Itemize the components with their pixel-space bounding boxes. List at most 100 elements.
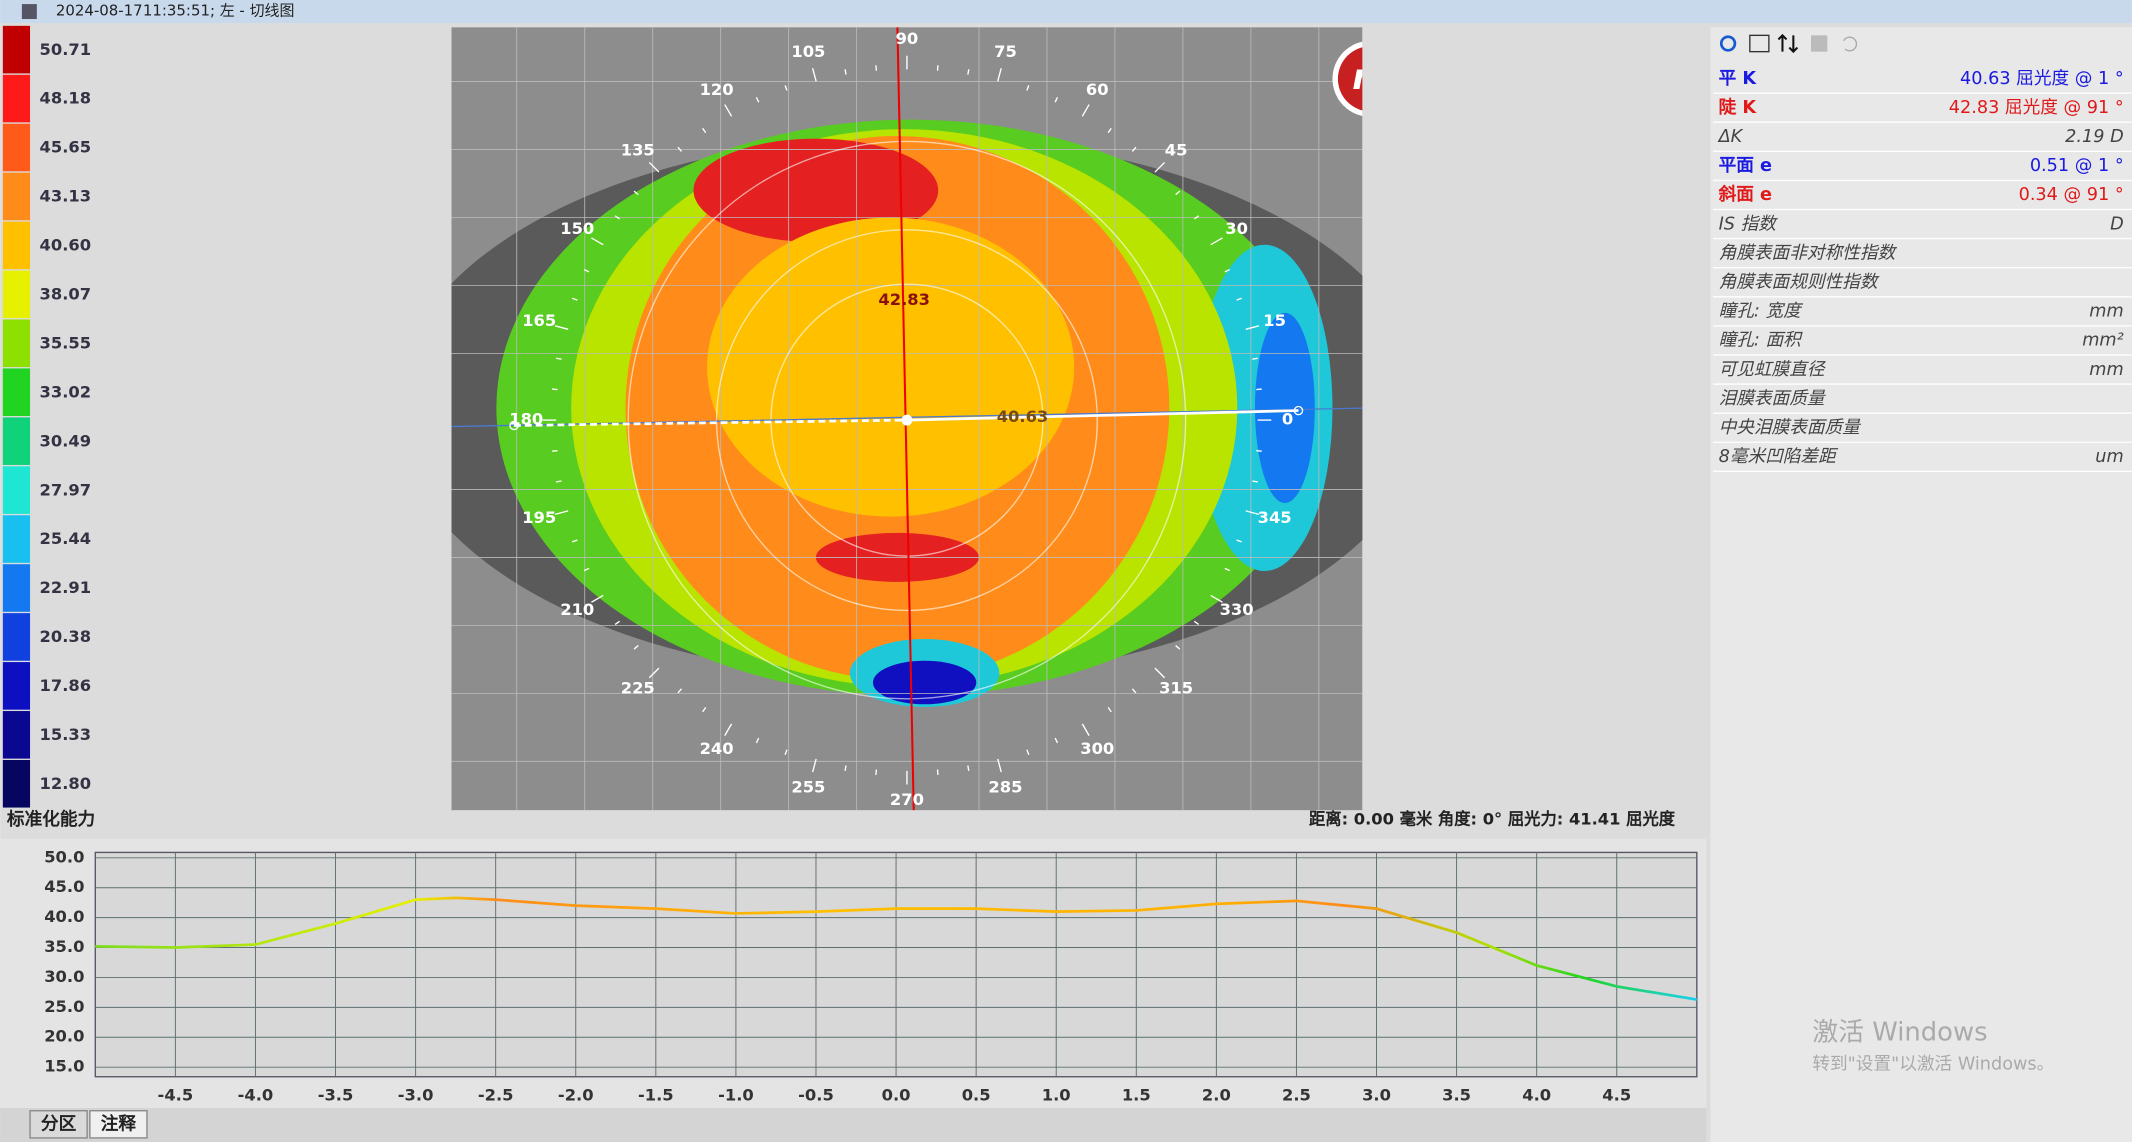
y-tick-label: 40.0 bbox=[44, 907, 84, 926]
scale-label: 17.86 bbox=[40, 676, 92, 695]
meridian-solid bbox=[906, 409, 1299, 422]
angle-tick bbox=[1210, 594, 1223, 603]
scale-swatch bbox=[2, 613, 31, 661]
angle-tick bbox=[1245, 510, 1260, 516]
scale-swatch bbox=[2, 172, 31, 221]
angle-tick bbox=[1236, 297, 1242, 301]
row-value: um bbox=[2095, 447, 2123, 467]
row-value: mm bbox=[2089, 360, 2123, 380]
scale-label: 40.60 bbox=[40, 236, 92, 255]
x-tick-label: -3.5 bbox=[318, 1085, 354, 1104]
angle-tick bbox=[1252, 480, 1258, 483]
scale-label: 15.33 bbox=[40, 725, 92, 744]
angle-label: 60 bbox=[1086, 80, 1109, 99]
logo-icon bbox=[1337, 47, 1363, 111]
angle-tick bbox=[1175, 190, 1181, 196]
tab[interactable] bbox=[89, 1110, 148, 1139]
angle-label: 255 bbox=[791, 777, 825, 796]
angle-tick bbox=[1175, 645, 1181, 650]
row-value: mm bbox=[2089, 302, 2123, 322]
x-tick-label: 4.0 bbox=[1522, 1085, 1551, 1104]
settings-button[interactable] bbox=[1749, 34, 1770, 53]
save-button[interactable] bbox=[1811, 35, 1828, 52]
row-value: 42.83 屈光度 @ 91 ° bbox=[1949, 97, 2124, 118]
y-tick-label: 30.0 bbox=[44, 967, 84, 986]
scale-swatch bbox=[2, 270, 31, 319]
angle-tick bbox=[755, 737, 760, 744]
angle-tick bbox=[614, 620, 621, 625]
angle-tick bbox=[648, 667, 660, 679]
scale-label: 27.97 bbox=[40, 480, 92, 499]
row-label: 平面 e bbox=[1719, 156, 1772, 176]
angle-tick bbox=[1252, 357, 1258, 360]
tab[interactable] bbox=[29, 1110, 88, 1139]
angle-tick bbox=[811, 758, 817, 773]
angle-tick bbox=[1107, 127, 1112, 134]
angle-tick bbox=[1054, 96, 1059, 103]
flat-reading: 40.63 bbox=[997, 407, 1049, 426]
scale-label: 45.65 bbox=[40, 138, 92, 157]
angle-tick bbox=[554, 510, 569, 516]
angle-tick bbox=[702, 707, 707, 713]
angle-label: 210 bbox=[560, 600, 594, 619]
watermark-title: 激活 Windows bbox=[1812, 1018, 1987, 1048]
angle-tick bbox=[1193, 215, 1200, 220]
scale-swatch bbox=[2, 319, 31, 368]
angle-tick bbox=[784, 749, 788, 756]
zone-yellow bbox=[707, 217, 1075, 517]
angle-tick bbox=[571, 539, 578, 543]
sort-button[interactable] bbox=[1777, 33, 1799, 54]
steep-reading: 42.83 bbox=[878, 290, 930, 309]
x-tick-label: -3.0 bbox=[398, 1085, 434, 1104]
x-tick-label: 4.5 bbox=[1602, 1085, 1631, 1104]
x-tick-label: -1.5 bbox=[638, 1085, 674, 1104]
angle-tick bbox=[724, 104, 733, 117]
scale-swatch bbox=[2, 74, 31, 123]
scale-label: 25.44 bbox=[40, 529, 92, 548]
undo-button[interactable] bbox=[1843, 36, 1858, 52]
tabs: 分区 注释 bbox=[29, 1110, 148, 1139]
scale-title: 标准化能力 bbox=[6, 808, 95, 830]
row-label: 中央泪膜表面质量 bbox=[1719, 418, 1863, 438]
angle-label: 0 bbox=[1282, 410, 1293, 429]
y-tick-label: 20.0 bbox=[44, 1027, 84, 1046]
angle-tick bbox=[633, 645, 639, 650]
angle-tick bbox=[784, 85, 788, 91]
x-tick-label: 1.0 bbox=[1042, 1085, 1071, 1104]
angle-label: 30 bbox=[1225, 219, 1248, 238]
angle-tick bbox=[811, 67, 817, 82]
row-label: IS 指数 bbox=[1719, 214, 1779, 234]
angle-tick bbox=[556, 357, 562, 360]
angle-tick bbox=[677, 146, 682, 152]
x-tick-label: -0.5 bbox=[798, 1085, 834, 1104]
info-rows: 平 K 40.63 屈光度 @ 1 ° 陡 K 42.83 屈光度 @ 91 ° ΔK 2… bbox=[1713, 68, 2132, 473]
y-tick-label: 25.0 bbox=[44, 997, 84, 1016]
scale-swatch bbox=[2, 221, 31, 270]
angle-tick bbox=[967, 69, 970, 75]
angle-tick bbox=[1245, 325, 1260, 330]
angle-label: 120 bbox=[700, 80, 734, 99]
angle-label: 75 bbox=[994, 42, 1017, 61]
angle-tick bbox=[844, 765, 847, 771]
row-value: 2.19 D bbox=[2065, 127, 2124, 147]
angle-tick bbox=[583, 268, 590, 273]
angle-label: 195 bbox=[522, 508, 556, 527]
row-label: 斜面 e bbox=[1718, 183, 1772, 205]
angle-tick bbox=[571, 297, 578, 301]
row-label: 8毫米凹陷差距 bbox=[1719, 447, 1840, 467]
row-value: 0.34 @ 91 ° bbox=[2019, 185, 2124, 205]
row-label: 平 K bbox=[1719, 69, 1758, 89]
scale-label: 50.71 bbox=[40, 40, 92, 59]
scale-label: 35.55 bbox=[40, 333, 92, 352]
angle-tick bbox=[1193, 620, 1200, 625]
angle-tick bbox=[967, 765, 970, 771]
angle-tick bbox=[554, 325, 569, 330]
scale-label: 22.91 bbox=[40, 578, 92, 597]
x-tick-label: -1.0 bbox=[718, 1085, 754, 1104]
y-tick-label: 50.0 bbox=[44, 847, 84, 866]
angle-label: 240 bbox=[700, 739, 734, 758]
x-tick-label: 1.5 bbox=[1122, 1085, 1151, 1104]
refresh-button[interactable] bbox=[1719, 35, 1737, 52]
x-tick-label: 2.0 bbox=[1202, 1085, 1231, 1104]
row-label: 角膜表面非对称性指数 bbox=[1719, 243, 1898, 263]
